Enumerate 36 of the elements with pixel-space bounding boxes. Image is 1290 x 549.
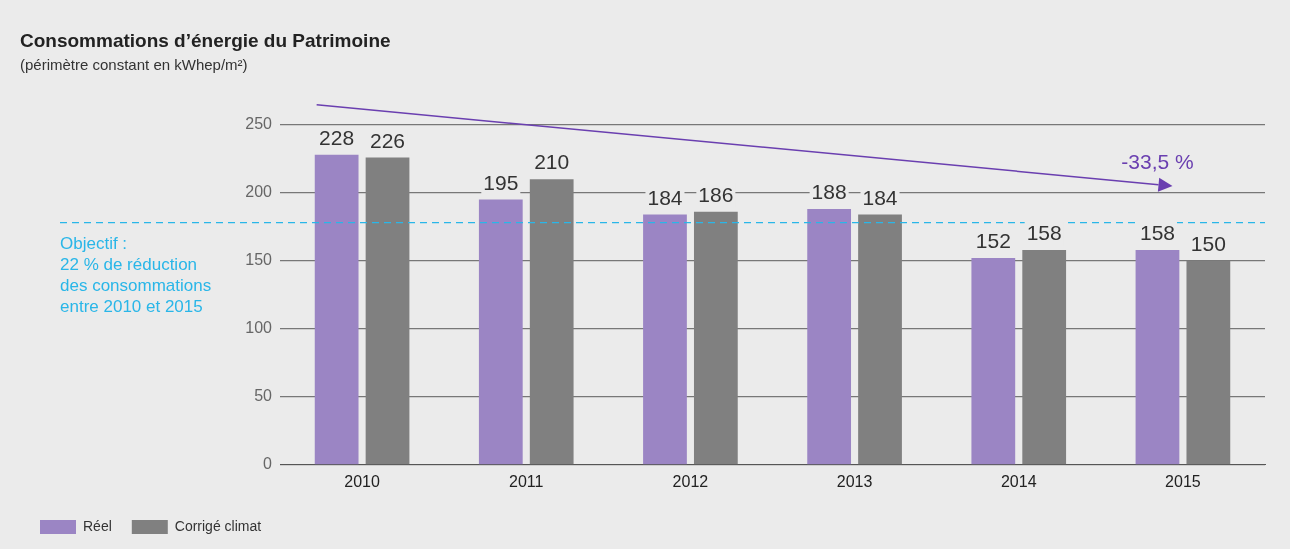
- data-label: 226: [370, 128, 406, 152]
- data-label: 152: [975, 229, 1011, 253]
- data-label: 228: [319, 126, 355, 150]
- x-tick-label: 2014: [1000, 472, 1037, 490]
- annotation: -33,5 %: [1121, 150, 1194, 174]
- bar: [807, 209, 852, 465]
- bar: [643, 214, 687, 465]
- y-tick-label: 200: [245, 183, 273, 201]
- data-label: 158: [1026, 221, 1062, 245]
- x-tick-label: 2011: [509, 472, 544, 490]
- legend-label: Réel: [83, 517, 112, 534]
- x-tick-label: 2012: [672, 472, 709, 490]
- bar: [971, 258, 1016, 465]
- data-label: 210: [534, 150, 570, 174]
- y-tick-label: 50: [254, 387, 273, 405]
- x-tick-label: 2013: [836, 472, 873, 490]
- data-label: 158: [1139, 221, 1175, 245]
- data-label: 184: [647, 185, 683, 209]
- bar: [1135, 249, 1180, 465]
- data-label: 184: [862, 185, 898, 209]
- x-tick-label: 2015: [1165, 472, 1201, 490]
- chart-title: Consommations d’énergie du Patrimoine: [20, 29, 391, 51]
- data-label: 186: [698, 183, 734, 207]
- legend-label: Corrigé climat: [174, 517, 262, 534]
- text: (périmètre constant en kWhep/m²): [20, 55, 248, 73]
- bar: [314, 154, 359, 465]
- y-tick-label: 0: [263, 455, 273, 473]
- data-label: 150: [1190, 232, 1226, 256]
- y-tick-label: 100: [245, 319, 273, 337]
- y-tick-label: 250: [245, 115, 273, 133]
- bar: [478, 199, 523, 465]
- x-tick-label: 2010: [344, 472, 380, 490]
- y-tick-label: 150: [245, 251, 273, 269]
- data-label: 195: [483, 170, 519, 194]
- data-label: 188: [811, 180, 847, 204]
- text: Objectif : 22 % de réduction des consommations entre 2010 et 2015: [60, 233, 212, 316]
